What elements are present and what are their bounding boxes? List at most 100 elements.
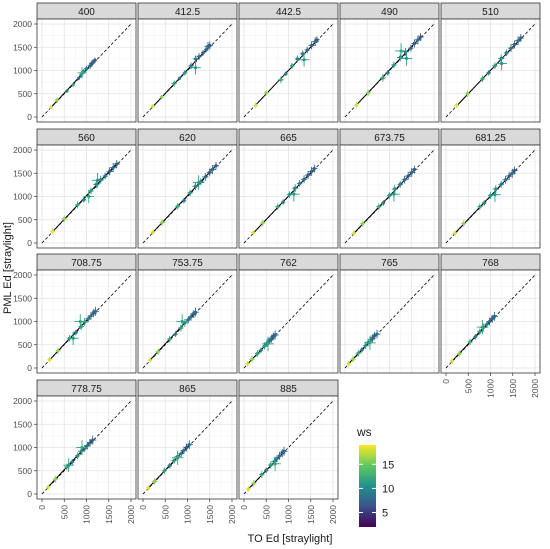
data-point — [366, 91, 370, 95]
data-point — [246, 487, 251, 491]
data-point — [392, 63, 396, 67]
data-point — [478, 205, 482, 209]
data-point — [172, 458, 176, 463]
data-point — [93, 58, 97, 62]
x-tick-label: 1500 — [306, 505, 316, 524]
facet-label: 765 — [381, 258, 398, 269]
data-point — [201, 51, 205, 55]
facet-panel: 412.5 — [137, 2, 238, 123]
x-tick-label: 1500 — [205, 505, 215, 524]
facet-panel: 665 — [238, 128, 339, 249]
legend-ticks: 5 10 15 — [359, 459, 394, 520]
data-point — [160, 95, 164, 99]
x-tick-label: 500 — [160, 505, 170, 519]
data-point — [368, 341, 372, 345]
data-point — [352, 231, 356, 235]
data-point — [183, 321, 187, 325]
y-tick-label: 0 — [27, 489, 32, 499]
data-point — [404, 56, 409, 61]
data-point — [152, 479, 157, 484]
panel-border — [440, 18, 541, 123]
data-point — [482, 201, 486, 205]
data-point — [189, 315, 193, 319]
data-point — [86, 317, 90, 321]
facet-label: 681.25 — [475, 133, 506, 144]
data-point — [312, 167, 316, 171]
data-point — [392, 192, 396, 196]
x-tick-label: 1500 — [104, 505, 114, 524]
y-tick-label: 0 — [27, 112, 32, 122]
data-point — [180, 319, 184, 324]
y-tick-label: 1500 — [13, 168, 32, 178]
data-point — [315, 38, 319, 42]
data-point — [160, 220, 164, 225]
facet-panel: 762 — [238, 253, 339, 374]
data-point — [510, 171, 514, 175]
facet-label: 673.75 — [374, 133, 405, 144]
data-point — [183, 71, 187, 75]
facet-label: 753.75 — [172, 258, 203, 269]
data-point — [412, 167, 417, 172]
data-point — [301, 52, 305, 56]
data-point — [76, 76, 81, 81]
data-point — [53, 477, 57, 481]
data-point — [292, 192, 296, 196]
x-tick-label: 500 — [59, 505, 69, 519]
x-tick-label: 2000 — [328, 505, 338, 524]
x-tick-label: 2000 — [227, 505, 237, 524]
data-point — [480, 325, 485, 329]
x-tick-label: 1000 — [183, 505, 193, 524]
data-point — [406, 174, 410, 178]
data-point — [111, 166, 115, 170]
panel-border — [137, 144, 238, 249]
data-point — [151, 230, 155, 234]
data-point — [84, 67, 89, 71]
data-point — [177, 76, 182, 81]
facet-panel: 753.75 — [137, 253, 238, 374]
data-point — [187, 443, 191, 447]
facet-label: 620 — [179, 133, 196, 144]
data-point — [387, 193, 392, 198]
y-tick-label: 1000 — [13, 317, 32, 327]
data-point — [290, 64, 294, 68]
data-point — [146, 486, 150, 490]
data-point — [480, 77, 485, 81]
x-tick-label: 0 — [239, 505, 249, 510]
legend-tick-label: 5 — [382, 508, 388, 520]
data-point — [115, 162, 119, 166]
y-tick-label: 500 — [18, 89, 32, 99]
data-point — [269, 337, 274, 341]
data-point — [370, 336, 375, 340]
y-tick-label: 0 — [27, 363, 32, 373]
facet-panel: 865 0 500 1000 1500 2000 — [137, 379, 238, 524]
data-point — [204, 47, 208, 52]
data-point — [193, 57, 198, 61]
data-point — [416, 38, 420, 42]
data-point — [176, 456, 180, 460]
data-point — [62, 217, 66, 221]
x-tick-label: 1000 — [82, 505, 92, 524]
data-point — [186, 318, 190, 322]
data-point — [490, 317, 494, 321]
data-point — [356, 351, 360, 355]
facet-label: 885 — [280, 384, 297, 395]
data-point — [70, 460, 74, 464]
facet-panel: 560 0 500 1000 1500 2000 — [13, 128, 137, 249]
data-point — [485, 322, 489, 326]
data-point — [65, 89, 69, 93]
facet-panel: 708.75 0 500 1000 1500 2000 — [13, 253, 137, 374]
data-point — [49, 105, 53, 109]
data-point — [295, 57, 299, 61]
data-point — [287, 193, 291, 197]
data-point — [148, 358, 152, 362]
data-point — [253, 103, 258, 107]
facet-label: 708.75 — [71, 258, 102, 269]
data-point — [516, 39, 520, 43]
y-tick-label: 500 — [18, 340, 32, 350]
y-tick-label: 2000 — [13, 396, 32, 406]
facet-label: 778.75 — [71, 384, 102, 395]
legend-colorbar — [359, 445, 376, 527]
data-point — [419, 35, 423, 39]
data-point — [188, 191, 192, 195]
